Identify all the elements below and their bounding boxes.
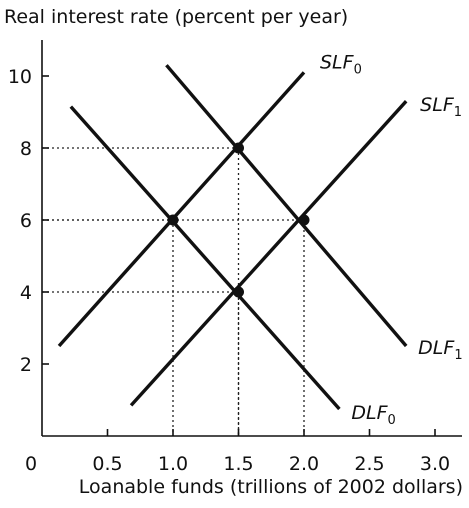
x-axis-label: Loanable funds (trillions of 2002 dollar… bbox=[78, 476, 463, 498]
intersection-point-2 bbox=[233, 286, 244, 298]
y-tick-label: 6 bbox=[20, 210, 32, 232]
x-tick-label: 3.0 bbox=[420, 453, 450, 475]
x-tick-label: 2.0 bbox=[289, 453, 319, 475]
y-tick-label: 2 bbox=[20, 354, 32, 376]
x-tick-label: 0.5 bbox=[92, 453, 122, 475]
intersection-point-0 bbox=[167, 214, 179, 226]
x-tick-label: 0 bbox=[25, 453, 37, 475]
y-tick-label: 8 bbox=[20, 138, 32, 160]
y-tick-label: 4 bbox=[20, 282, 32, 304]
x-tick-label: 2.5 bbox=[354, 453, 384, 475]
x-tick-label: 1.0 bbox=[158, 453, 188, 475]
curve-label-dlf-1: DLF1 bbox=[418, 337, 462, 363]
curve-dlf-0 bbox=[69, 105, 341, 411]
curve-dlf-1 bbox=[165, 64, 408, 348]
x-tick-label: 1.5 bbox=[223, 453, 253, 475]
curve-slf-1 bbox=[129, 100, 408, 407]
curves bbox=[57, 64, 408, 411]
curve-label-slf-0: SLF0 bbox=[320, 51, 362, 77]
curve-label-dlf-0: DLF0 bbox=[351, 402, 395, 428]
intersection-point-1 bbox=[233, 142, 244, 154]
axes bbox=[41, 40, 462, 437]
guide-lines bbox=[42, 147, 305, 436]
curve-labels: SLF0 SLF1 DLF0 DLF1 bbox=[320, 51, 463, 428]
curve-slf-0 bbox=[57, 71, 306, 348]
ticks: 0 0.5 1.0 1.5 2.0 2.5 3.0 2 4 6 8 10 bbox=[8, 66, 450, 475]
intersection-points bbox=[167, 142, 310, 298]
intersection-point-3 bbox=[298, 214, 310, 226]
y-tick-label: 10 bbox=[8, 66, 32, 88]
y-axis-label: Real interest rate (percent per year) bbox=[4, 6, 349, 28]
curve-label-slf-1: SLF1 bbox=[420, 94, 462, 120]
